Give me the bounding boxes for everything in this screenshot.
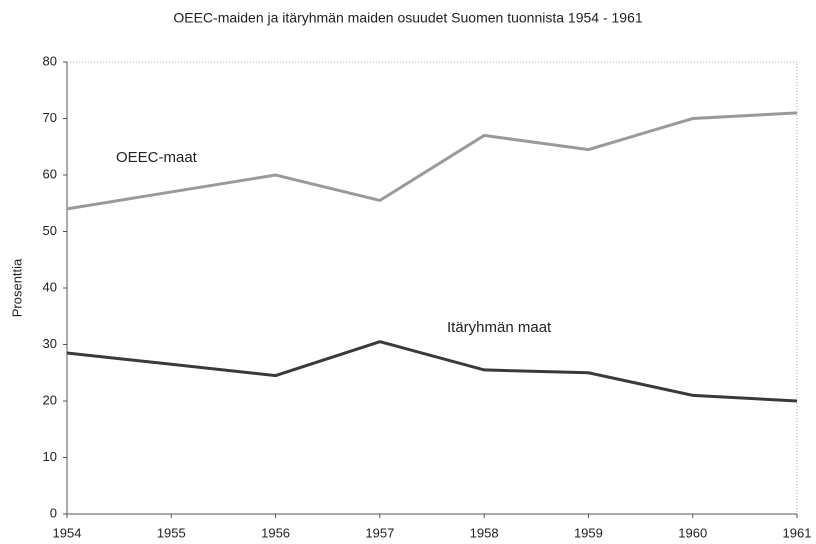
x-tick-label: 1955 — [157, 525, 186, 540]
series-line — [66, 111, 798, 211]
x-tick-label: 1960 — [678, 525, 707, 540]
x-tick-label: 1954 — [53, 525, 82, 540]
plot-frame — [66, 61, 798, 515]
y-tick-label: 10 — [43, 449, 57, 464]
y-tick-label: 70 — [43, 110, 57, 125]
y-tick-label: 0 — [50, 505, 57, 520]
y-tick-label: 40 — [43, 279, 57, 294]
x-tick-label: 1959 — [574, 525, 603, 540]
series-label: Itäryhmän maat — [447, 319, 552, 336]
series-label: OEEC-maat — [116, 149, 198, 166]
y-tick-label: 60 — [43, 166, 57, 181]
series-line — [66, 340, 798, 403]
y-tick-label: 50 — [43, 223, 57, 238]
x-tick-label: 1961 — [783, 525, 812, 540]
x-tick-label: 1958 — [470, 525, 499, 540]
y-tick-label: 30 — [43, 336, 57, 351]
y-axis-label: Prosenttia — [9, 258, 24, 317]
y-tick-label: 20 — [43, 392, 57, 407]
y-tick-label: 80 — [43, 53, 57, 68]
x-tick-label: 1957 — [365, 525, 394, 540]
chart-title: OEEC-maiden ja itäryhmän maiden osuudet … — [173, 10, 642, 26]
x-tick-label: 1956 — [261, 525, 290, 540]
